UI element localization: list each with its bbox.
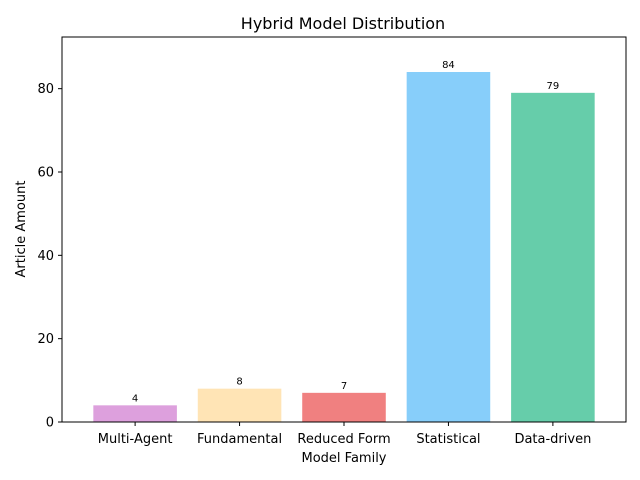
data-label: 8 [236, 377, 242, 388]
y-tick-label: 20 [37, 332, 54, 347]
bar-statistical [406, 72, 491, 422]
bars-layer [93, 72, 595, 422]
data-label: 84 [442, 60, 455, 71]
x-tick-label: Multi-Agent [98, 432, 173, 447]
x-axis: Multi-Agent Fundamental Reduced Form Statis… [98, 422, 591, 447]
data-labels-layer: 4 8 7 84 79 [132, 60, 559, 404]
bar-multi-agent [93, 405, 177, 422]
data-label: 4 [132, 393, 138, 404]
y-axis-label: Article Amount [14, 181, 29, 278]
y-axis: 0 20 40 60 80 [37, 82, 62, 431]
x-tick-label: Reduced Form [297, 432, 390, 447]
data-label: 7 [341, 381, 347, 392]
y-tick-label: 40 [37, 249, 54, 264]
bar-data-driven [511, 92, 595, 422]
x-tick-label: Data-driven [514, 432, 591, 447]
y-tick-label: 60 [37, 166, 54, 181]
x-tick-label: Fundamental [197, 432, 282, 447]
data-label: 79 [547, 81, 560, 92]
x-axis-label: Model Family [302, 451, 387, 466]
x-tick-label: Statistical [416, 432, 480, 447]
bar-fundamental [197, 388, 282, 422]
chart-title: Hybrid Model Distribution [241, 14, 445, 33]
y-tick-label: 80 [37, 82, 54, 97]
y-tick-label: 0 [46, 416, 54, 431]
bar-reduced-form [302, 392, 386, 422]
